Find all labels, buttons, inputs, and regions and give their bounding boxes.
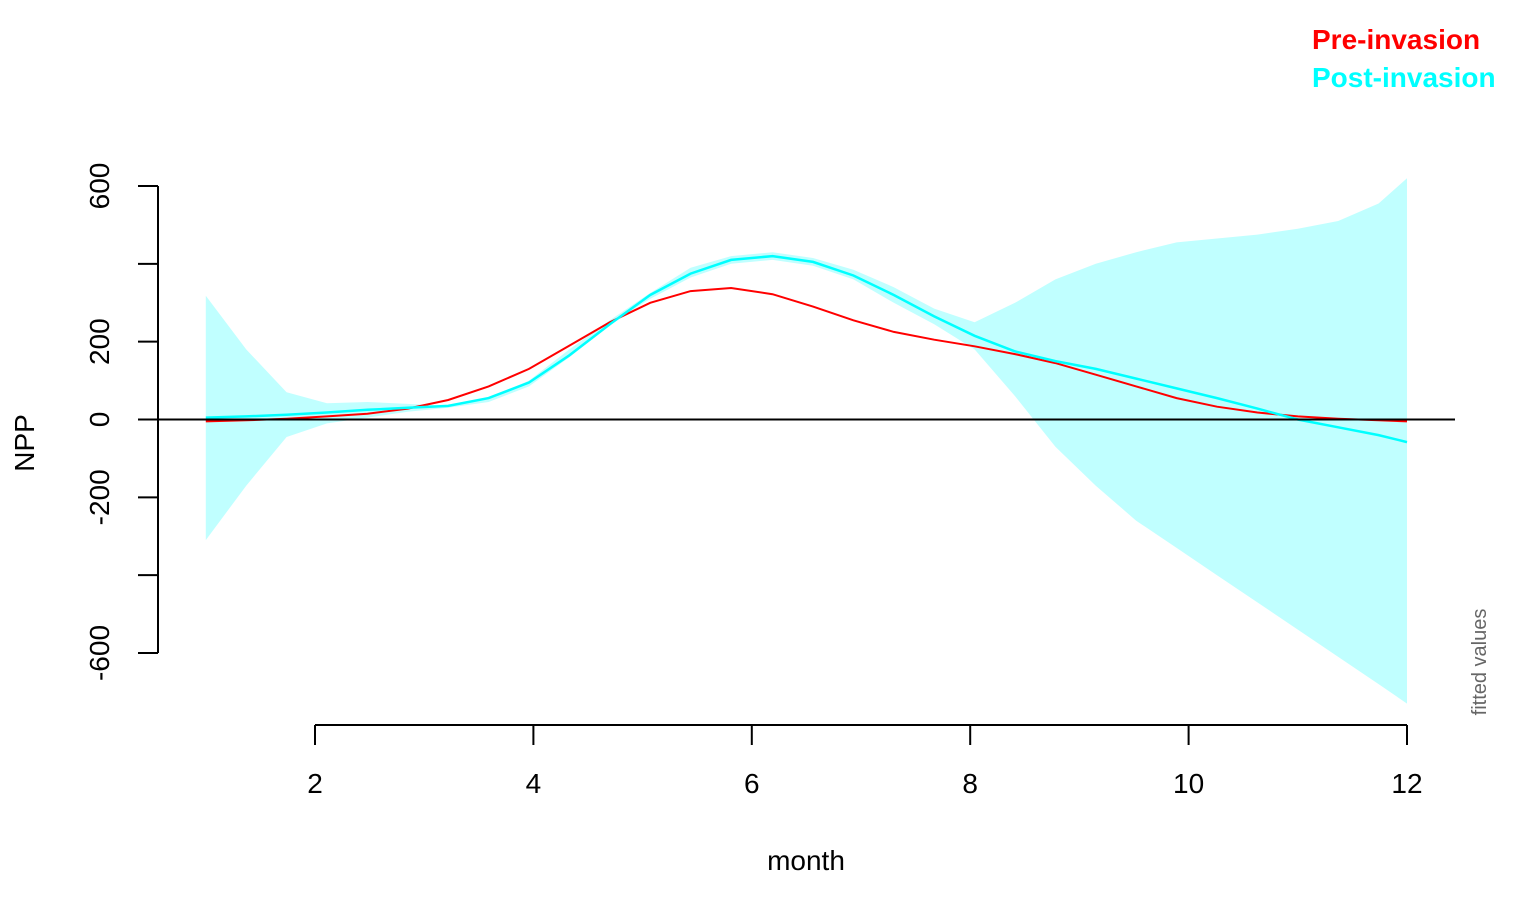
x-tick-label: 2 xyxy=(307,768,323,799)
legend-pre-invasion: Pre-invasion xyxy=(1312,24,1480,55)
x-axis-title: month xyxy=(767,845,845,876)
series-line-post-invasion xyxy=(205,254,1408,444)
x-tick-label: 12 xyxy=(1391,768,1422,799)
confidence-band-layer xyxy=(205,178,1407,704)
y-tick-label: -600 xyxy=(84,625,115,681)
series-layer xyxy=(205,254,1408,444)
y-axis: -600 -200 0 200 600 xyxy=(84,163,159,681)
y-tick-label: 600 xyxy=(84,163,115,210)
legend-post-invasion: Post-invasion xyxy=(1312,62,1496,93)
fitted-values-note: fitted values xyxy=(1469,609,1491,716)
post-invasion-confidence-band xyxy=(205,178,1407,704)
y-tick-label: -200 xyxy=(84,469,115,525)
x-tick-label: 4 xyxy=(526,768,542,799)
x-axis: 2 4 6 8 10 12 xyxy=(307,724,1423,799)
x-tick-label: 6 xyxy=(744,768,760,799)
y-tick-label: 200 xyxy=(84,318,115,365)
x-tick-label: 10 xyxy=(1173,768,1204,799)
y-tick-label: 0 xyxy=(84,412,115,428)
x-tick-label: 8 xyxy=(962,768,978,799)
y-axis-title: NPP xyxy=(9,414,40,472)
